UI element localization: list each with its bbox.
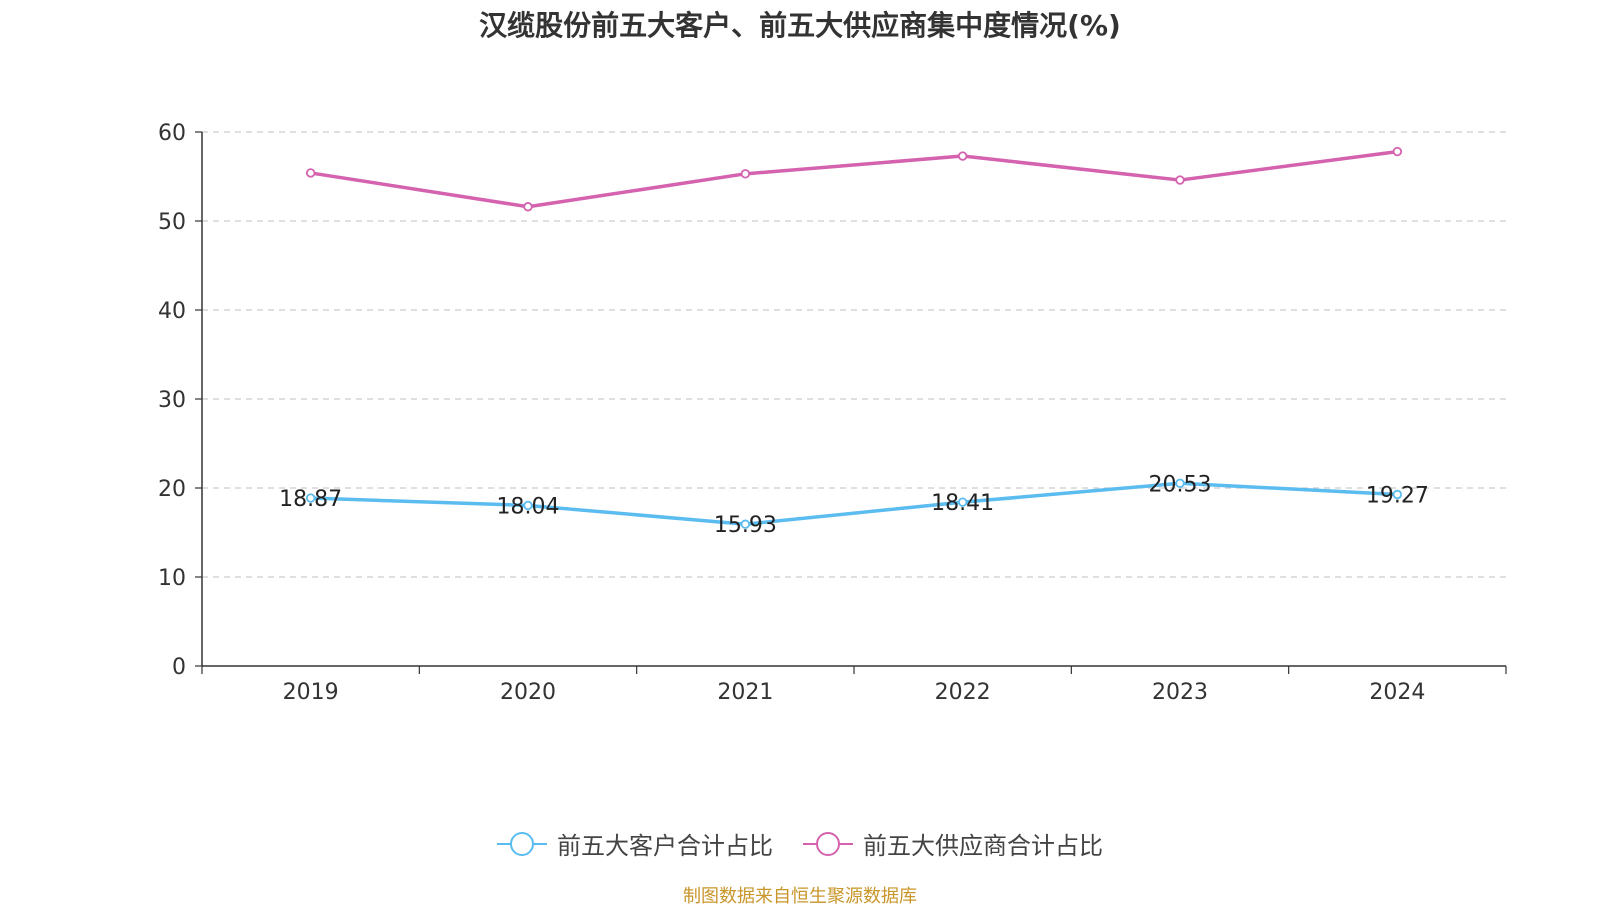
data-point-1-2019[interactable] xyxy=(305,168,316,178)
legend-marker-suppliers xyxy=(803,831,853,856)
data-point-1-2021[interactable] xyxy=(740,169,751,179)
data-point-0-2019[interactable] xyxy=(305,493,316,503)
y-tick-label-40: 40 xyxy=(158,299,186,324)
axes: 0 10 20 30 40 50 60 2019 2020 2021 2022 2023 2024 xyxy=(158,121,1507,705)
data-label-0-2023: 20.53 xyxy=(1149,472,1212,497)
data-point-0-2023[interactable] xyxy=(1175,478,1185,488)
data-label-0-2020: 18.04 xyxy=(497,494,560,519)
data-label-0-2024: 19.27 xyxy=(1366,483,1429,508)
data-point-1-2020[interactable] xyxy=(523,202,533,212)
legend-item-customers[interactable]: 前五大客户合计占比 xyxy=(497,826,773,861)
x-tick-label-2022: 2022 xyxy=(935,680,991,705)
legend-marker-customers xyxy=(497,831,547,856)
data-point-1-2022[interactable] xyxy=(957,151,968,161)
y-tick-label-10: 10 xyxy=(158,566,186,591)
chart-title: 汉缆股份前五大客户、前五大供应商集中度情况(%) xyxy=(479,9,1121,42)
legend-item-suppliers[interactable]: 前五大供应商合计占比 xyxy=(803,826,1103,861)
x-tick-label-2020: 2020 xyxy=(500,680,556,705)
legend-label-customers: 前五大客户合计占比 xyxy=(557,832,773,860)
legend-label-suppliers: 前五大供应商合计占比 xyxy=(863,832,1103,860)
x-tick-label-2024: 2024 xyxy=(1369,680,1425,705)
y-tick-label-0: 0 xyxy=(172,655,186,680)
series-lines xyxy=(305,146,1403,529)
y-tick-label-60: 60 xyxy=(158,121,186,146)
data-point-0-2022[interactable] xyxy=(957,497,968,507)
y-tick-label-30: 30 xyxy=(158,388,186,413)
data-label-0-2019: 18.87 xyxy=(279,487,342,512)
legend: 前五大客户合计占比 前五大供应商合计占比 xyxy=(0,826,1600,861)
data-point-1-2023[interactable] xyxy=(1175,175,1185,185)
data-label-0-2022: 18.41 xyxy=(931,491,994,516)
data-labels: 18.87 18.04 15.93 18.41 20.53 19.27 xyxy=(279,472,1429,538)
data-source-note: 制图数据来自恒生聚源数据库 xyxy=(683,886,917,907)
data-point-0-2024[interactable] xyxy=(1392,489,1403,500)
x-tick-label-2023: 2023 xyxy=(1152,680,1208,705)
y-tick-label-50: 50 xyxy=(158,210,186,235)
data-point-0-2021[interactable] xyxy=(740,519,751,529)
x-tick-label-2021: 2021 xyxy=(717,680,773,705)
grid-lines xyxy=(202,131,1506,578)
data-point-1-2024[interactable] xyxy=(1392,146,1403,157)
y-tick-label-20: 20 xyxy=(158,477,186,502)
x-tick-label-2019: 2019 xyxy=(283,680,339,705)
series-line-0 xyxy=(310,481,1398,526)
series-line-1 xyxy=(310,149,1398,209)
data-label-0-2021: 15.93 xyxy=(714,513,777,538)
data-point-0-2020[interactable] xyxy=(523,500,533,511)
